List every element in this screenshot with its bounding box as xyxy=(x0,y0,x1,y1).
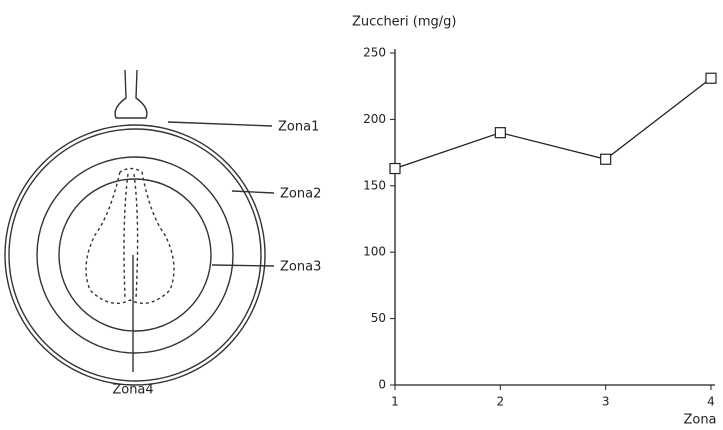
outer-circle xyxy=(4,124,266,386)
y-axis-label: Zuccheri (mg/g) xyxy=(352,15,456,30)
x-tick-label: 2 xyxy=(497,395,505,409)
seed-inner xyxy=(123,173,139,299)
data-point xyxy=(705,72,717,84)
fruit-diagram: Zona1 Zona2 Zona3 Zona4 xyxy=(4,69,321,398)
stem xyxy=(114,69,148,119)
y-tick-label: 50 xyxy=(371,311,386,325)
y-tick-label: 250 xyxy=(363,46,386,60)
x-axis-label: Zona xyxy=(683,413,716,428)
data-point xyxy=(389,162,401,175)
leader-line xyxy=(231,190,275,194)
x-tick-label: 4 xyxy=(707,395,715,409)
seed-outline xyxy=(85,167,175,304)
zone-label: Zona4 xyxy=(112,383,153,398)
y-tick-label: 0 xyxy=(378,378,386,392)
leader-line xyxy=(167,121,273,127)
zone-label: Zona3 xyxy=(280,260,321,275)
y-tick-label: 150 xyxy=(363,178,386,192)
leader-line xyxy=(211,264,275,267)
x-tick-label: 1 xyxy=(391,395,399,409)
data-point xyxy=(600,153,612,165)
x-tick-label: 3 xyxy=(602,395,610,409)
y-tick-label: 200 xyxy=(363,112,386,126)
zone3-circle xyxy=(58,178,212,332)
outer-circle-inner xyxy=(8,128,262,382)
zone-label: Zona1 xyxy=(278,120,319,135)
y-tick-label: 100 xyxy=(363,245,386,259)
data-point xyxy=(494,127,506,139)
zone2-circle xyxy=(36,156,234,354)
data-line xyxy=(394,77,712,170)
zone-label: Zona2 xyxy=(280,187,321,202)
